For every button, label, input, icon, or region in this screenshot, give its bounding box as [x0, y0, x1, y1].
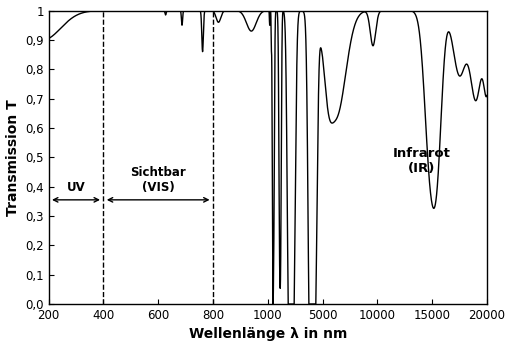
Text: UV: UV	[66, 181, 85, 194]
Y-axis label: Transmission T: Transmission T	[6, 99, 19, 216]
X-axis label: Wellenlänge λ in nm: Wellenlänge λ in nm	[189, 328, 347, 341]
Text: Sichtbar
(VIS): Sichtbar (VIS)	[130, 166, 186, 194]
Text: Infrarot
(IR): Infrarot (IR)	[392, 147, 450, 175]
